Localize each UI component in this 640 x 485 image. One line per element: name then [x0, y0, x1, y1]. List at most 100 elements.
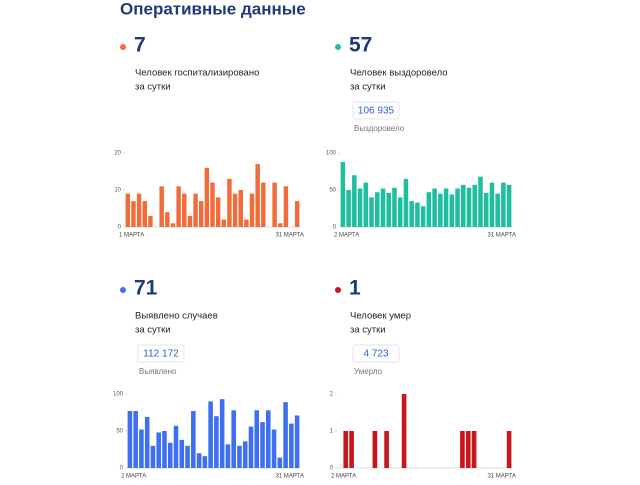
- bar: [375, 192, 380, 227]
- bar: [142, 201, 147, 227]
- bar: [277, 457, 283, 468]
- y-tick-label: 50: [329, 188, 336, 194]
- bar: [196, 453, 202, 468]
- x-tick-label: 1 МАРТА: [119, 233, 144, 239]
- bar: [465, 431, 471, 468]
- headline-label: Человек выздоровело: [350, 68, 448, 79]
- bar: [176, 186, 181, 227]
- headline-label: за сутки: [135, 325, 171, 336]
- bar: [343, 431, 349, 468]
- y-tick-label: 100: [326, 151, 337, 157]
- headline-value: 71: [134, 277, 158, 300]
- bar: [283, 186, 289, 227]
- bar: [397, 197, 403, 227]
- bar: [471, 431, 477, 468]
- headline-label: за сутки: [135, 82, 171, 93]
- bar: [289, 423, 294, 468]
- bar: [144, 416, 150, 468]
- bar: [214, 416, 219, 468]
- headline-value: 7: [134, 34, 146, 57]
- bar: [455, 188, 460, 227]
- y-tick-label: 100: [113, 392, 124, 398]
- total-caption: Умерло: [354, 367, 383, 376]
- bar: [403, 178, 409, 227]
- headline-label: Человек госпитализировано: [135, 68, 259, 79]
- bar: [483, 192, 489, 227]
- bar: [227, 178, 232, 227]
- bar: [208, 401, 213, 468]
- bar: [242, 441, 248, 468]
- bar: [340, 161, 346, 227]
- total-box: [137, 344, 185, 363]
- headline-label: за сутки: [350, 325, 386, 336]
- x-tick-label: 2 МАРТА: [334, 233, 359, 239]
- bar: [294, 201, 300, 227]
- bar: [466, 187, 472, 227]
- bar: [352, 175, 357, 227]
- bar: [426, 192, 432, 227]
- x-tick-label: 31 МАРТА: [275, 474, 304, 480]
- bar: [478, 176, 483, 227]
- total-caption: Выздоровело: [354, 124, 405, 133]
- bar: [187, 215, 193, 227]
- y-tick-label: 2: [330, 392, 334, 398]
- bar: [148, 215, 153, 227]
- bar: [136, 193, 142, 227]
- status-dot: [335, 287, 341, 293]
- status-dot: [335, 44, 341, 50]
- x-tick-label: 31 МАРТА: [487, 233, 516, 239]
- bar: [139, 429, 144, 468]
- bar: [460, 431, 465, 468]
- bar: [472, 184, 477, 227]
- bar: [283, 402, 288, 468]
- bar: [248, 426, 254, 468]
- bar: [127, 411, 133, 468]
- bar: [506, 184, 512, 227]
- bar: [255, 164, 260, 227]
- headline-label: Человек умер: [350, 311, 411, 322]
- bar: [133, 411, 138, 468]
- y-tick-label: 0: [333, 225, 337, 231]
- bar: [125, 193, 131, 227]
- bar: [261, 182, 266, 227]
- bar: [193, 193, 198, 227]
- x-tick-label: 31 МАРТА: [487, 474, 516, 480]
- bar: [349, 431, 354, 468]
- bar: [266, 410, 271, 468]
- bar: [272, 182, 277, 227]
- bar: [346, 190, 351, 227]
- page-title: Оперативные данные: [120, 0, 306, 18]
- bar: [150, 445, 156, 468]
- bar: [131, 201, 136, 227]
- x-tick-label: 2 МАРТА: [331, 474, 356, 480]
- total-box: [352, 344, 400, 363]
- bar: [204, 167, 210, 227]
- status-dot: [120, 44, 126, 50]
- bar: [271, 429, 277, 468]
- bar: [156, 432, 161, 468]
- bar: [443, 188, 449, 227]
- bar: [173, 425, 179, 468]
- bar: [191, 411, 196, 468]
- bar: [495, 193, 500, 227]
- y-tick-label: 20: [114, 151, 121, 157]
- bar: [232, 193, 238, 227]
- bar: [260, 422, 265, 468]
- bar: [165, 212, 170, 227]
- bar: [179, 439, 185, 468]
- y-tick-label: 0: [118, 225, 122, 231]
- bar: [386, 192, 391, 227]
- bar: [369, 197, 374, 227]
- y-tick-label: 50: [116, 429, 123, 435]
- bar: [278, 223, 283, 227]
- bar: [401, 394, 407, 468]
- x-tick-label: 2 МАРТА: [121, 474, 146, 480]
- bar: [167, 442, 173, 468]
- bar: [384, 431, 389, 468]
- bar: [162, 431, 167, 468]
- bar: [221, 219, 227, 227]
- bar: [380, 188, 386, 227]
- bar: [372, 431, 378, 468]
- y-tick-label: 1: [330, 429, 334, 435]
- bar: [489, 182, 495, 227]
